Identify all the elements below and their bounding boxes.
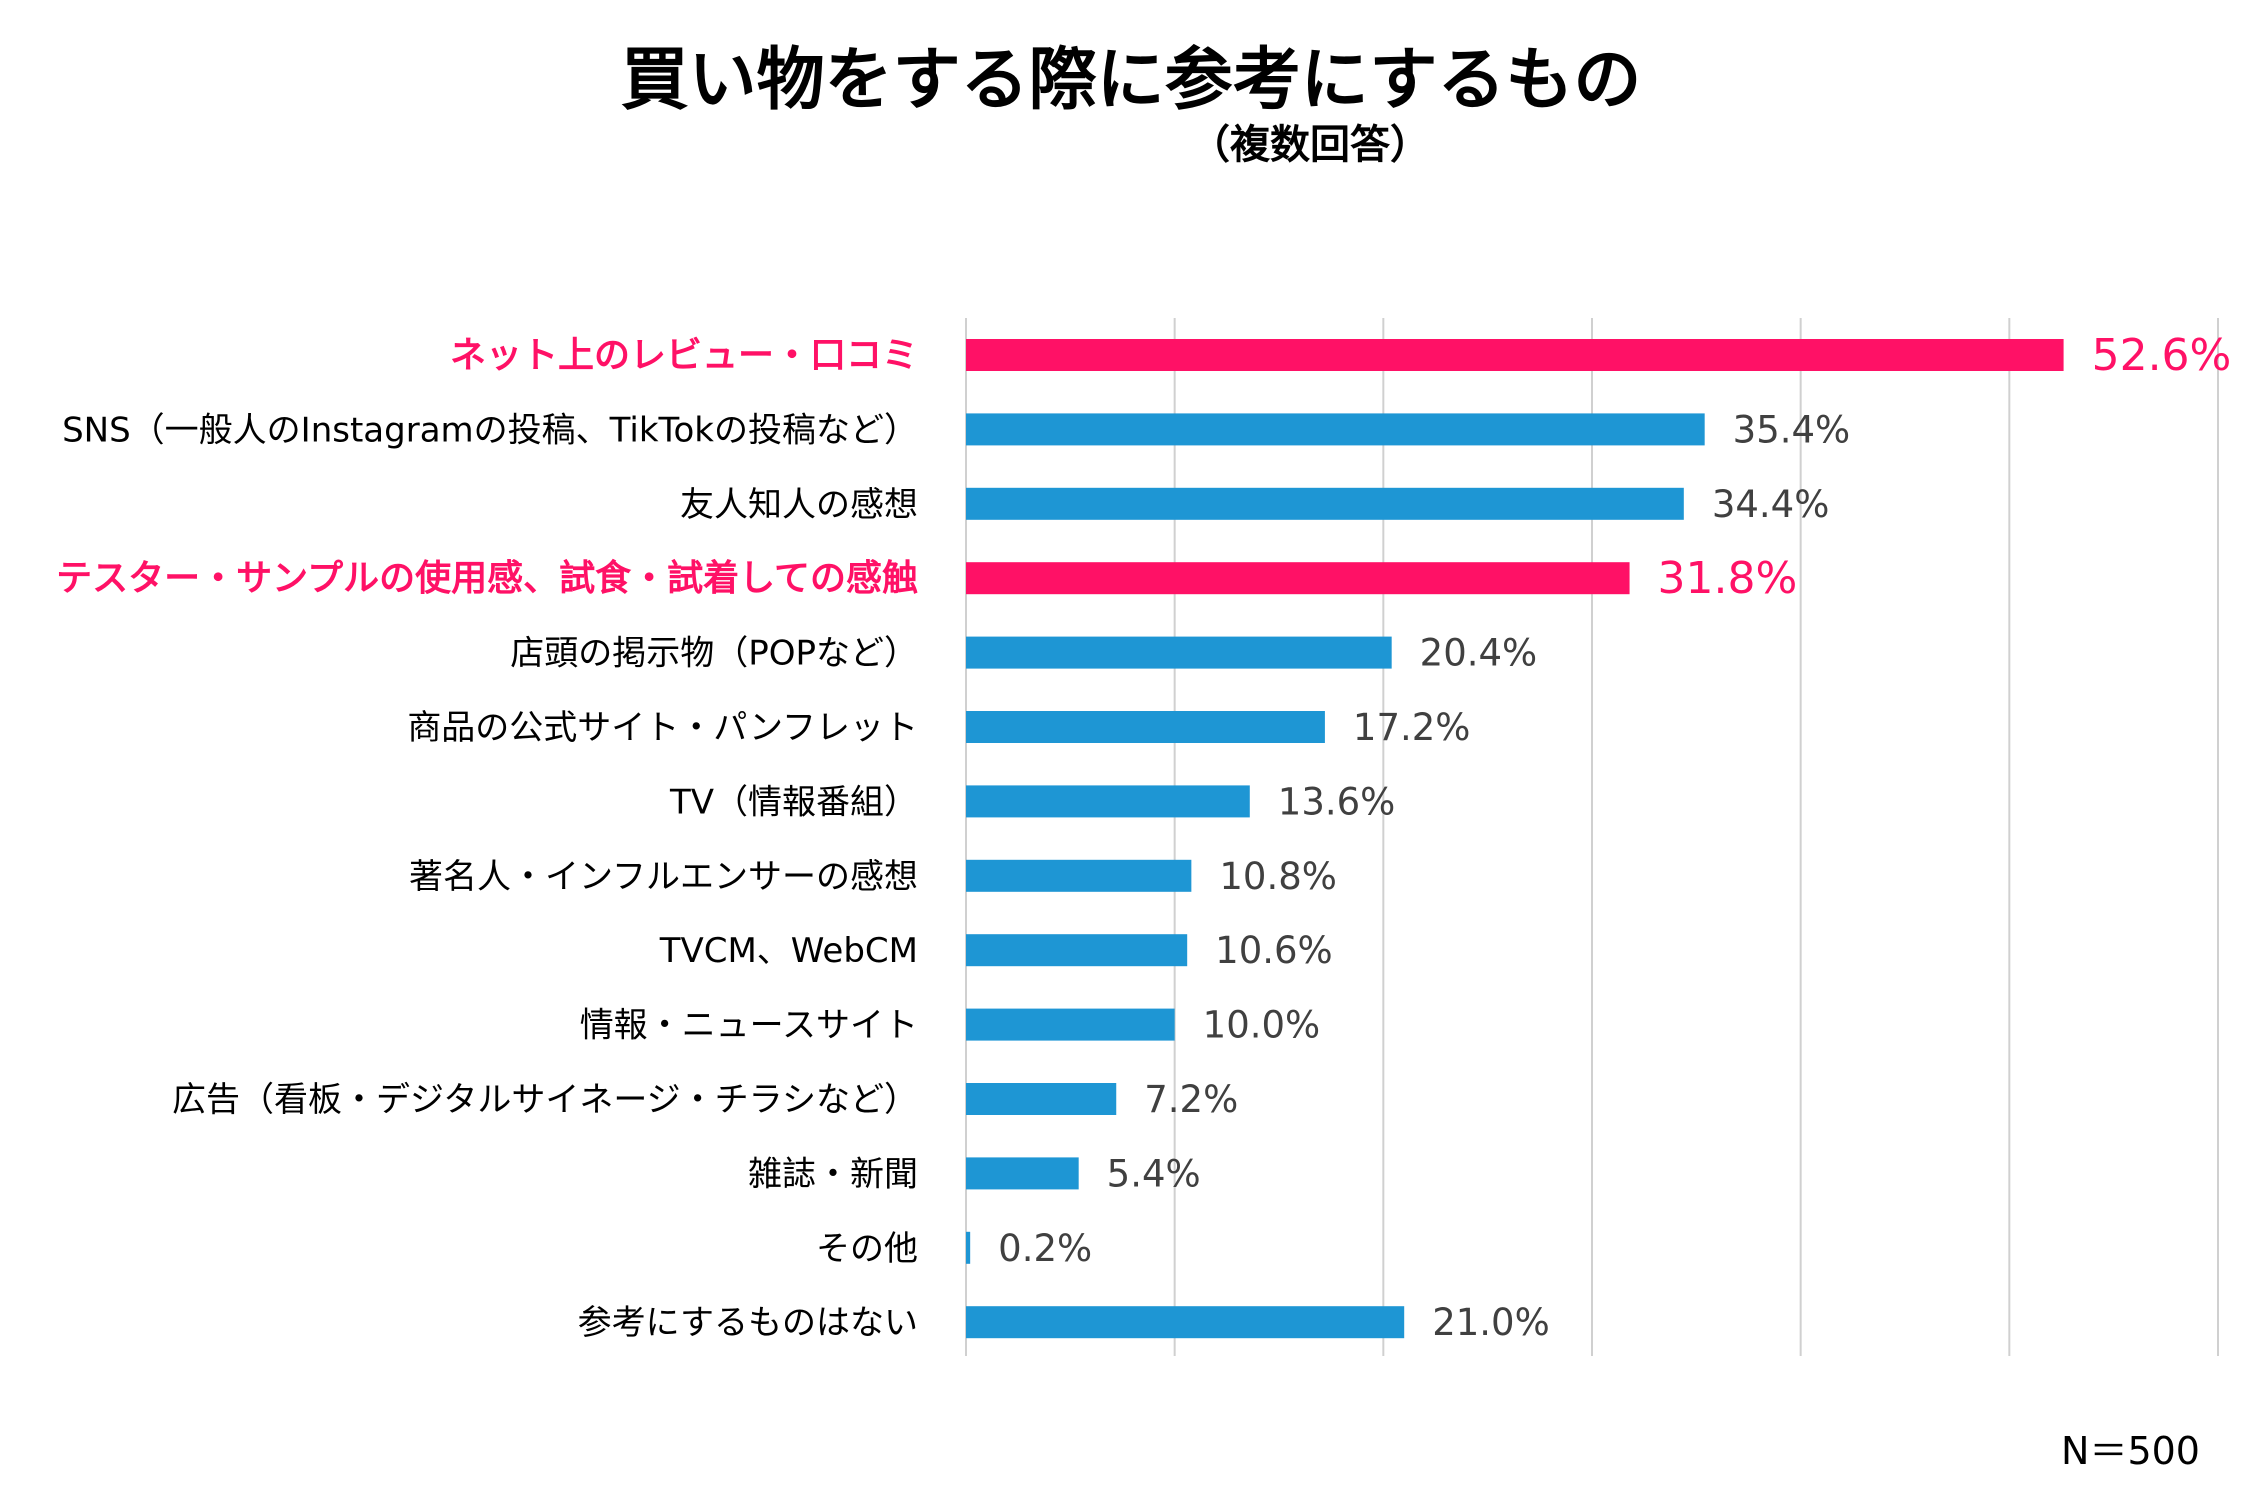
value-label: 5.4% xyxy=(1107,1152,1201,1195)
value-label: 13.6% xyxy=(1278,780,1396,823)
value-label: 0.2% xyxy=(998,1227,1092,1270)
category-label: SNS（一般人のInstagramの投稿、TikTokの投稿など） xyxy=(62,410,918,450)
value-label: 10.8% xyxy=(1219,855,1337,898)
category-label: 店頭の掲示物（POPなど） xyxy=(510,634,918,674)
category-label: 著名人・インフルエンサーの感想 xyxy=(409,857,918,897)
category-label: 商品の公式サイト・パンフレット xyxy=(407,708,918,748)
value-label: 35.4% xyxy=(1733,408,1851,451)
bar xyxy=(966,487,1684,520)
bar xyxy=(966,1083,1117,1115)
bar xyxy=(966,636,1392,669)
value-label: 21.0% xyxy=(1432,1301,1550,1344)
bar xyxy=(966,785,1250,818)
value-label: 34.4% xyxy=(1712,483,1830,526)
category-label-highlighted: ネット上のレビュー・口コミ xyxy=(450,335,918,376)
bar-highlighted xyxy=(966,562,1630,595)
category-label-highlighted: テスター・サンプルの使用感、試食・試着しての感触 xyxy=(56,558,918,599)
value-label: 10.6% xyxy=(1215,929,1333,972)
category-label: 雑誌・新聞 xyxy=(748,1154,918,1194)
category-label: 参考にするものはない xyxy=(578,1303,918,1343)
bar-highlighted xyxy=(966,339,2064,371)
value-labels: 52.6% 35.4% 34.4% 31.8% 20.4% 17.2% 13.6% 10.8%… xyxy=(998,330,2231,1344)
category-label: TVCM、WebCM xyxy=(659,931,918,971)
bar xyxy=(966,1157,1079,1190)
bars xyxy=(966,339,2064,1339)
gridlines xyxy=(965,318,2219,1356)
value-label: 20.4% xyxy=(1420,632,1538,675)
bar xyxy=(966,413,1705,446)
category-label: 友人知人の感想 xyxy=(680,485,918,525)
chart-subtitle: （複数回答） xyxy=(1190,122,1430,168)
sample-size-note: N＝500 xyxy=(2061,1429,2200,1473)
category-label: 広告（看板・デジタルサイネージ・チラシなど） xyxy=(172,1080,918,1120)
category-labels: ネット上のレビュー・口コミ SNS（一般人のInstagramの投稿、TikTok… xyxy=(56,335,918,1343)
bar xyxy=(966,859,1192,892)
category-label: その他 xyxy=(816,1229,918,1269)
bar xyxy=(966,711,1325,743)
category-label: 情報・ニュースサイト xyxy=(580,1006,918,1046)
chart-title: 買い物をする際に参考にするもの xyxy=(620,41,1642,120)
bar xyxy=(966,934,1188,967)
value-label: 10.0% xyxy=(1203,1004,1321,1047)
value-label-highlighted: 31.8% xyxy=(1658,553,1798,604)
bar xyxy=(966,1008,1175,1041)
bar xyxy=(966,1306,1405,1339)
bar xyxy=(966,1231,971,1264)
value-label: 7.2% xyxy=(1144,1078,1238,1121)
value-label: 17.2% xyxy=(1353,706,1471,749)
value-label-highlighted: 52.6% xyxy=(2092,330,2232,381)
category-label: TV（情報番組） xyxy=(669,782,918,822)
